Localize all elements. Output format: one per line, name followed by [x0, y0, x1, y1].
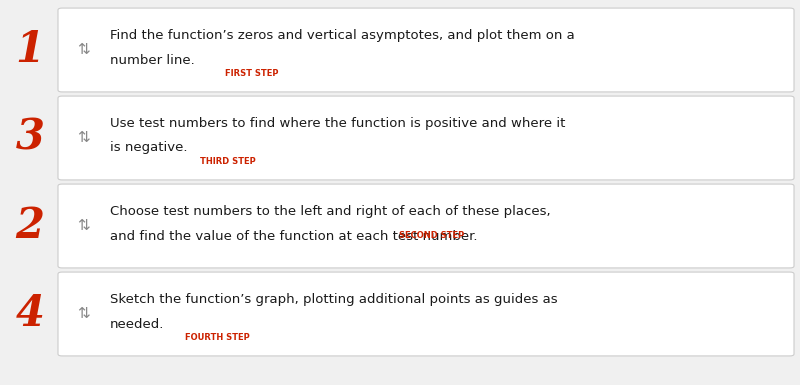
FancyBboxPatch shape	[58, 184, 794, 268]
Text: SECOND STEP: SECOND STEP	[398, 231, 464, 241]
Text: FIRST STEP: FIRST STEP	[225, 69, 278, 77]
Text: Find the function’s zeros and vertical asymptotes, and plot them on a: Find the function’s zeros and vertical a…	[110, 30, 574, 42]
Text: 3: 3	[15, 117, 45, 159]
Text: number line.: number line.	[110, 54, 194, 67]
Text: Choose test numbers to the left and right of each of these places,: Choose test numbers to the left and righ…	[110, 206, 550, 219]
Text: ⇅: ⇅	[78, 306, 90, 321]
Text: needed.: needed.	[110, 318, 164, 330]
Text: and find the value of the function at each test number.: and find the value of the function at ea…	[110, 229, 478, 243]
Text: THIRD STEP: THIRD STEP	[200, 156, 256, 166]
Text: FOURTH STEP: FOURTH STEP	[185, 333, 250, 341]
FancyBboxPatch shape	[58, 8, 794, 92]
Text: 2: 2	[15, 205, 45, 247]
Text: ⇅: ⇅	[78, 42, 90, 57]
Text: 1: 1	[15, 29, 45, 71]
Text: ⇅: ⇅	[78, 131, 90, 146]
Text: 4: 4	[15, 293, 45, 335]
Text: Use test numbers to find where the function is positive and where it: Use test numbers to find where the funct…	[110, 117, 566, 131]
Text: is negative.: is negative.	[110, 142, 187, 154]
Text: ⇅: ⇅	[78, 219, 90, 233]
FancyBboxPatch shape	[58, 272, 794, 356]
FancyBboxPatch shape	[58, 96, 794, 180]
Text: Sketch the function’s graph, plotting additional points as guides as: Sketch the function’s graph, plotting ad…	[110, 293, 558, 306]
